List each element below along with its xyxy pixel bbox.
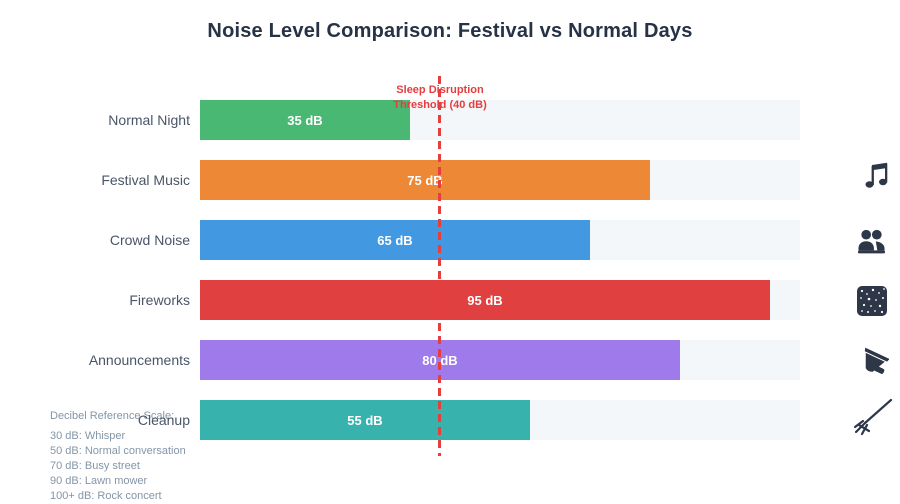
reference-scale-heading: Decibel Reference Scale: [50, 410, 175, 422]
fireworks-icon [856, 285, 888, 317]
category-label: Cleanup [137, 412, 190, 428]
reference-line: 70 dB: Busy street [50, 460, 140, 472]
category-label: Crowd Noise [109, 232, 190, 248]
broom-icon [851, 398, 893, 438]
threshold-dashed-line [438, 76, 441, 456]
threshold-label: Sleep Disruption Threshold (40 dB) [375, 83, 505, 113]
bar-row: Fireworks 95 dB [0, 280, 900, 320]
reference-line: 50 dB: Normal conversation [50, 445, 186, 457]
bar: 95 dB [200, 280, 770, 320]
bar-value-label: 75 dB [407, 172, 443, 188]
category-label: Announcements [88, 352, 190, 368]
bar: 65 dB [200, 220, 590, 260]
bar-row: Festival Music 75 dB [0, 160, 900, 200]
bar-value-label: 95 dB [467, 292, 503, 308]
bar: 35 dB [200, 100, 410, 140]
threshold-label-line2: Threshold (40 dB) [393, 99, 487, 111]
category-label: Normal Night [108, 112, 190, 128]
megaphone-icon [859, 341, 889, 379]
reference-line: 30 dB: Whisper [50, 430, 126, 442]
bar-row: Crowd Noise 65 dB [0, 220, 900, 260]
bar-value-label: 65 dB [377, 232, 413, 248]
people-icon [856, 227, 887, 254]
category-label: Fireworks [129, 292, 190, 308]
bar-row: Normal Night 35 dB [0, 100, 900, 140]
reference-line: 100+ dB: Rock concert [50, 490, 162, 502]
chart-title: Noise Level Comparison: Festival vs Norm… [207, 20, 693, 42]
category-label: Festival Music [101, 172, 190, 188]
threshold-label-line1: Sleep Disruption [396, 84, 484, 96]
bar-row: Announcements 80 dB [0, 340, 900, 380]
bar-value-label: 55 dB [347, 412, 383, 428]
bar-value-label: 35 dB [287, 112, 323, 128]
bar: 55 dB [200, 400, 530, 440]
reference-line: 90 dB: Lawn mower [50, 475, 148, 487]
reference-scale: Decibel Reference Scale: 30 dB: Whisper … [50, 409, 186, 504]
music-note-icon [863, 162, 889, 190]
bar-row: Cleanup 55 dB [0, 398, 900, 440]
bar: 75 dB [200, 160, 650, 200]
